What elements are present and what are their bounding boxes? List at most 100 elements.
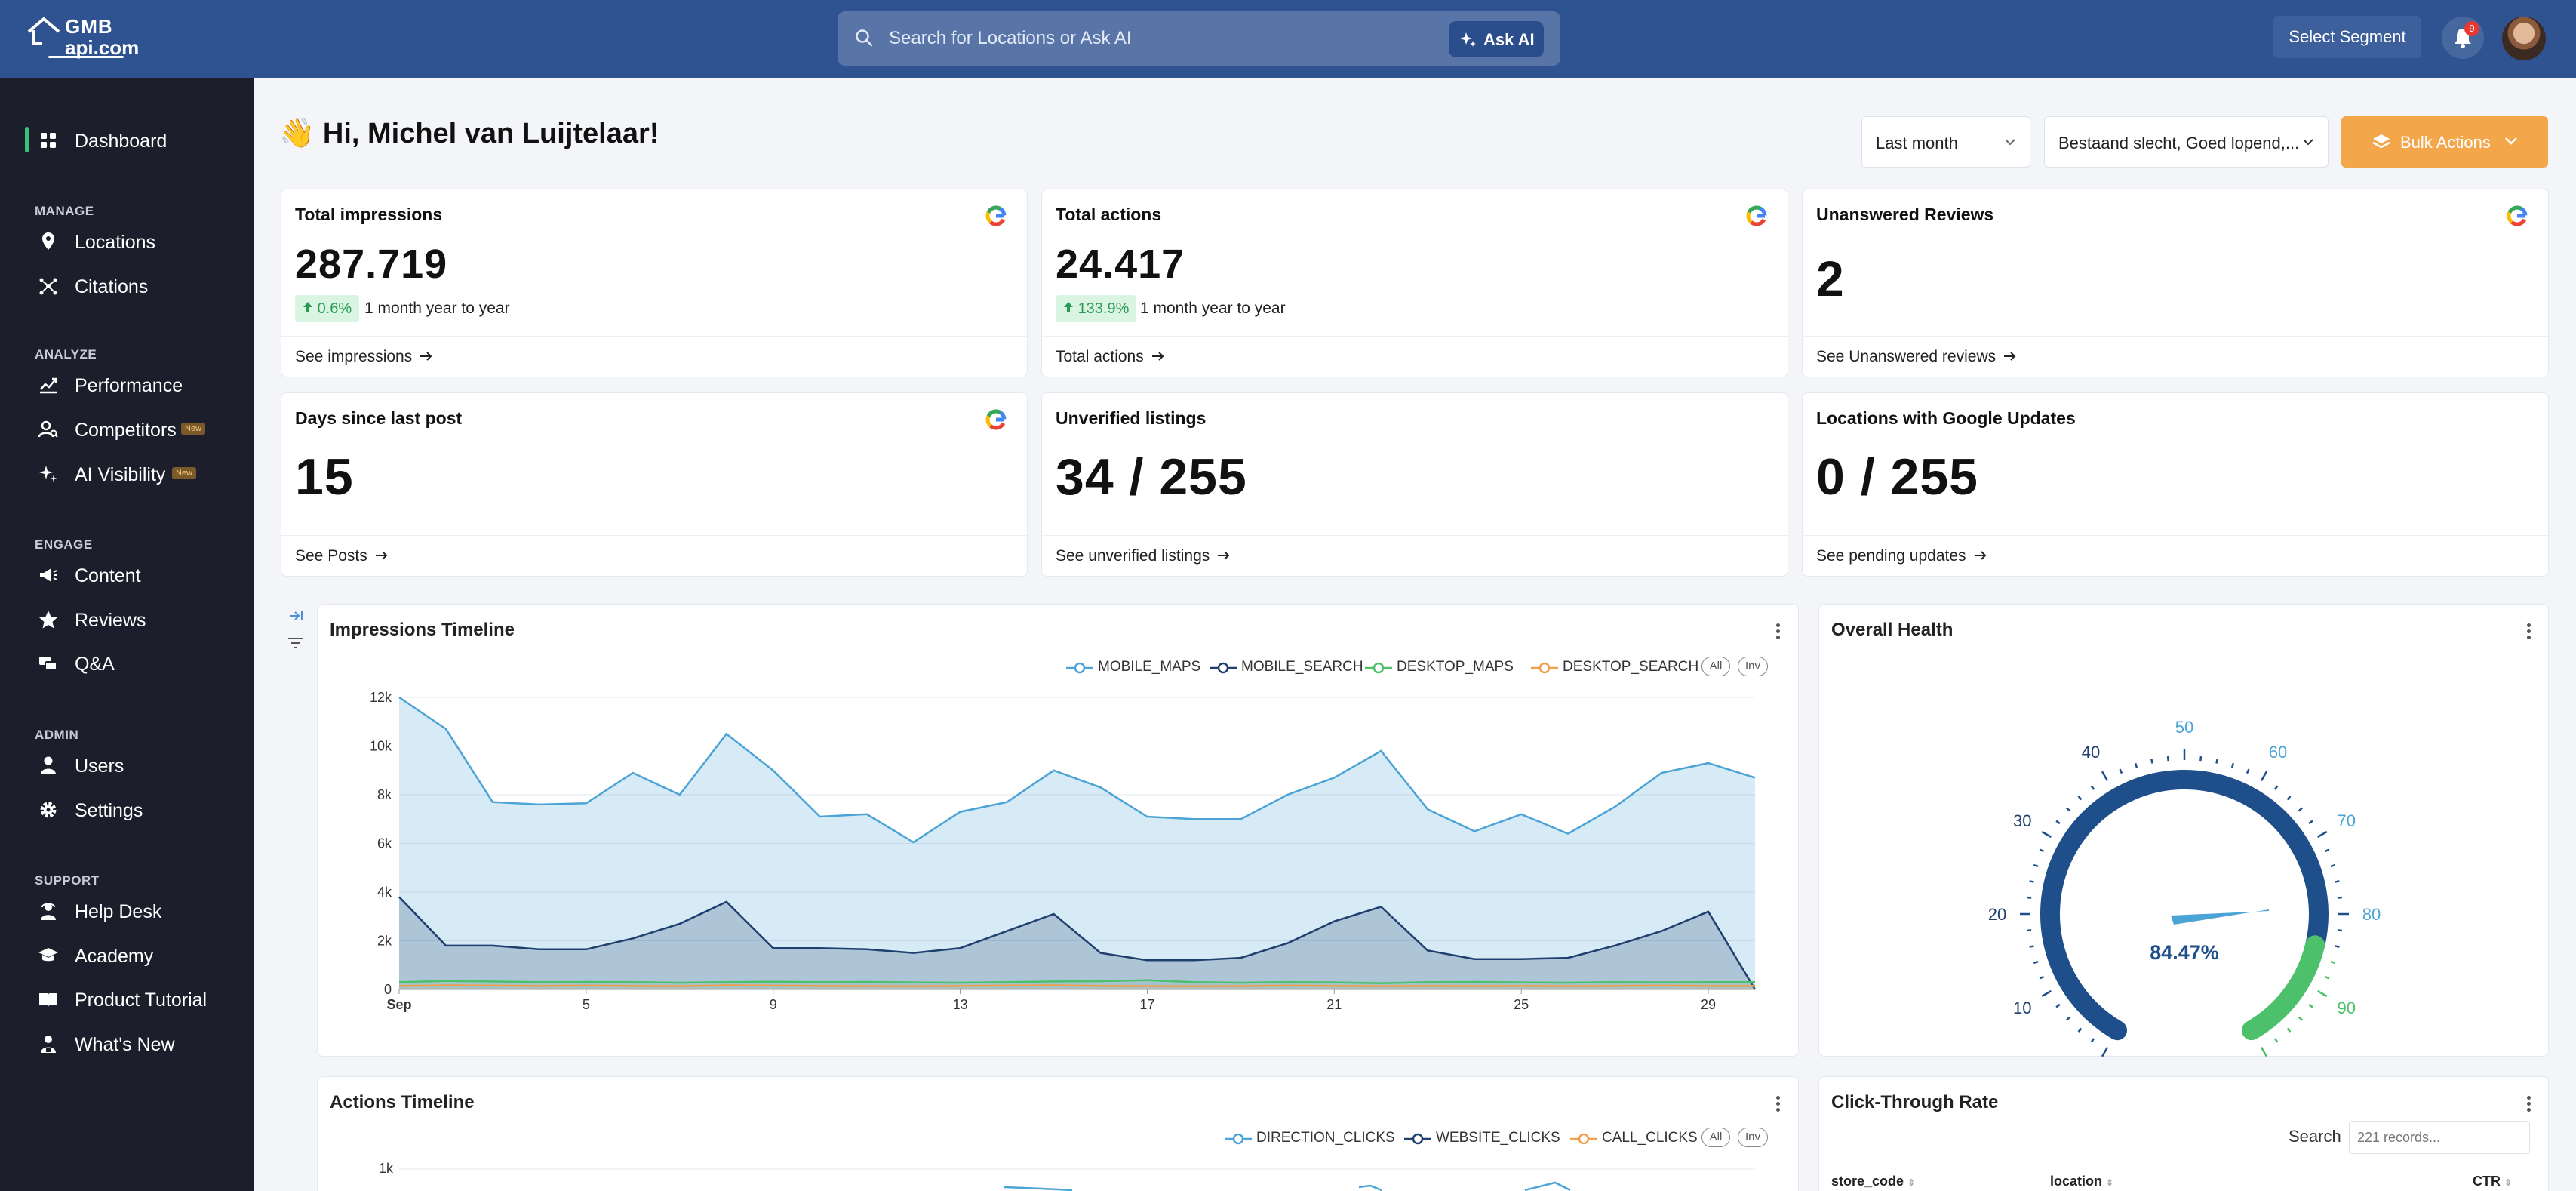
sidebar-item-reviews[interactable]: Reviews [0, 600, 254, 638]
gauge-tick [2166, 756, 2169, 762]
link-label: See pending updates [1816, 547, 1966, 565]
legend-desktop-maps[interactable]: DESKTOP_MAPS [1365, 659, 1514, 676]
column-label: location [2050, 1174, 2103, 1189]
search-input[interactable]: Search for Locations or Ask AI [889, 28, 1132, 48]
legend-direction-clicks[interactable]: DIRECTION_CLICKS [1225, 1130, 1395, 1146]
see-posts-link[interactable]: See Posts [295, 547, 389, 565]
total-actions-link[interactable]: Total actions [1056, 348, 1165, 366]
column-header-ctr[interactable]: CTR ⇕ [2473, 1174, 2512, 1189]
kpi-card-unanswered-reviews: Unanswered Reviews 2 See Unanswered revi… [1802, 189, 2549, 377]
dashboard-grid-icon [41, 133, 56, 148]
sidebar-item-product-tutorial[interactable]: Product Tutorial [0, 980, 254, 1017]
panel-title: Actions Timeline [330, 1092, 475, 1113]
gauge-tick [2260, 1047, 2268, 1057]
gauge-tick [2039, 975, 2045, 980]
more-options-icon[interactable] [2525, 1094, 2531, 1116]
legend-mobile-search[interactable]: MOBILE_SEARCH [1210, 659, 1363, 676]
gauge-value-label: 84.47% [2150, 941, 2219, 964]
y-tick-label: 8k [377, 787, 392, 802]
gauge-tick-label: 80 [2362, 905, 2381, 924]
card-footer[interactable]: See pending updates [1803, 535, 2548, 576]
more-options-icon[interactable] [1775, 1094, 1781, 1116]
collapse-panel-icon[interactable] [287, 608, 305, 623]
more-options-icon[interactable] [1775, 621, 1781, 644]
select-segment-button[interactable]: Select Segment [2273, 16, 2421, 58]
arrow-right-icon [2004, 352, 2016, 361]
open-book-icon [39, 993, 57, 1007]
bulk-actions-button[interactable]: Bulk Actions [2341, 116, 2548, 168]
sidebar-item-competitors[interactable]: Competitors New [0, 410, 254, 448]
gauge-value-arc [2040, 770, 2329, 1041]
gauge-tick [2298, 807, 2303, 812]
sidebar-item-qa[interactable]: Q&A [0, 644, 254, 682]
legend-invert-toggle[interactable]: Inv [1738, 657, 1768, 676]
chart-side-tools [287, 608, 309, 651]
y-tick-label: 2k [377, 934, 392, 949]
gauge-tick [2230, 762, 2235, 768]
see-unanswered-reviews-link[interactable]: See Unanswered reviews [1816, 348, 2017, 366]
sidebar-item-whats-new[interactable]: What's New [0, 1024, 254, 1062]
legend-desktop-search[interactable]: DESKTOP_SEARCH [1531, 659, 1698, 676]
gear-icon [40, 802, 57, 818]
sidebar-item-citations[interactable]: Citations [0, 266, 254, 304]
sidebar-item-content[interactable]: Content [0, 555, 254, 593]
column-header-location[interactable]: location ⇕ [2050, 1174, 2113, 1189]
legend-label: MOBILE_SEARCH [1241, 659, 1363, 675]
gauge-tick [2090, 1038, 2095, 1043]
app-logo[interactable]: GMB api.com [26, 14, 146, 62]
card-footer[interactable]: See Posts [281, 535, 1027, 576]
see-impressions-link[interactable]: See impressions [295, 348, 433, 366]
column-header-store-code[interactable]: store_code ⇕ [1831, 1174, 1915, 1189]
legend-website-clicks[interactable]: WEBSITE_CLICKS [1404, 1130, 1560, 1146]
see-pending-updates-link[interactable]: See pending updates [1816, 547, 1987, 565]
gauge-tick-label: 10 [2013, 999, 2031, 1017]
sidebar-item-academy[interactable]: Academy [0, 936, 254, 974]
card-footer[interactable]: See Unanswered reviews [1803, 336, 2548, 377]
gauge-tick [2033, 863, 2039, 868]
sidebar-item-settings[interactable]: Settings [0, 790, 254, 828]
gauge-tick [2066, 807, 2071, 812]
legend-label: DESKTOP_SEARCH [1563, 659, 1699, 675]
arrow-right-icon [375, 551, 388, 560]
search-icon [856, 29, 873, 47]
user-icon [41, 756, 56, 774]
section-analyze: ANALYZE [35, 347, 97, 362]
notifications-button[interactable]: 9 [2442, 17, 2484, 59]
sidebar-item-locations[interactable]: Locations [0, 222, 254, 260]
top-bar: GMB api.com Search for Locations or Ask … [0, 0, 2576, 78]
legend-call-clicks[interactable]: CALL_CLICKS [1570, 1130, 1698, 1146]
segment-filter-select[interactable]: Bestaand slecht, Goed lopend,... [2044, 116, 2329, 168]
legend-all-toggle[interactable]: All [1701, 657, 1730, 676]
period-select[interactable]: Last month [1861, 116, 2030, 168]
filter-icon[interactable] [287, 636, 305, 651]
card-footer[interactable]: See impressions [281, 336, 1027, 377]
kpi-card-actions: Total actions 24.417 133.9% 1 month year… [1041, 189, 1788, 377]
delta-text: 1 month year to year [364, 300, 510, 317]
legend-marker [1531, 662, 1558, 674]
legend-label: DESKTOP_MAPS [1397, 659, 1514, 675]
legend-label: CALL_CLICKS [1602, 1130, 1698, 1146]
sidebar-item-ai-visibility[interactable]: AI Visibility New [0, 454, 254, 492]
ask-ai-button[interactable]: Ask AI [1449, 21, 1544, 57]
gauge-tick [2330, 863, 2336, 868]
legend-invert-toggle[interactable]: Inv [1738, 1128, 1768, 1147]
card-footer[interactable]: See unverified listings [1042, 535, 1788, 576]
legend-mobile-maps[interactable]: MOBILE_MAPS [1066, 659, 1200, 676]
user-avatar[interactable] [2500, 14, 2548, 63]
sidebar-item-dashboard[interactable]: Dashboard [0, 121, 254, 158]
click-through-rate-panel: Click-Through Rate Search store_code ⇕ l… [1818, 1076, 2549, 1191]
sidebar-item-help-desk[interactable]: Help Desk [0, 891, 254, 929]
gauge-tick [2027, 896, 2032, 899]
gauge-tick [2286, 1027, 2292, 1033]
more-options-icon[interactable] [2525, 621, 2531, 644]
see-unverified-listings-link[interactable]: See unverified listings [1056, 547, 1231, 565]
sidebar-item-users[interactable]: Users [0, 746, 254, 783]
gauge-needle [2171, 909, 2269, 925]
legend-marker [1210, 662, 1237, 674]
legend-all-toggle[interactable]: All [1701, 1128, 1730, 1147]
sidebar-item-performance[interactable]: Performance [0, 365, 254, 403]
global-search[interactable]: Search for Locations or Ask AI Ask AI [838, 11, 1560, 66]
section-admin: ADMIN [35, 728, 79, 742]
table-search-input[interactable] [2349, 1121, 2530, 1154]
card-footer[interactable]: Total actions [1042, 336, 1788, 377]
